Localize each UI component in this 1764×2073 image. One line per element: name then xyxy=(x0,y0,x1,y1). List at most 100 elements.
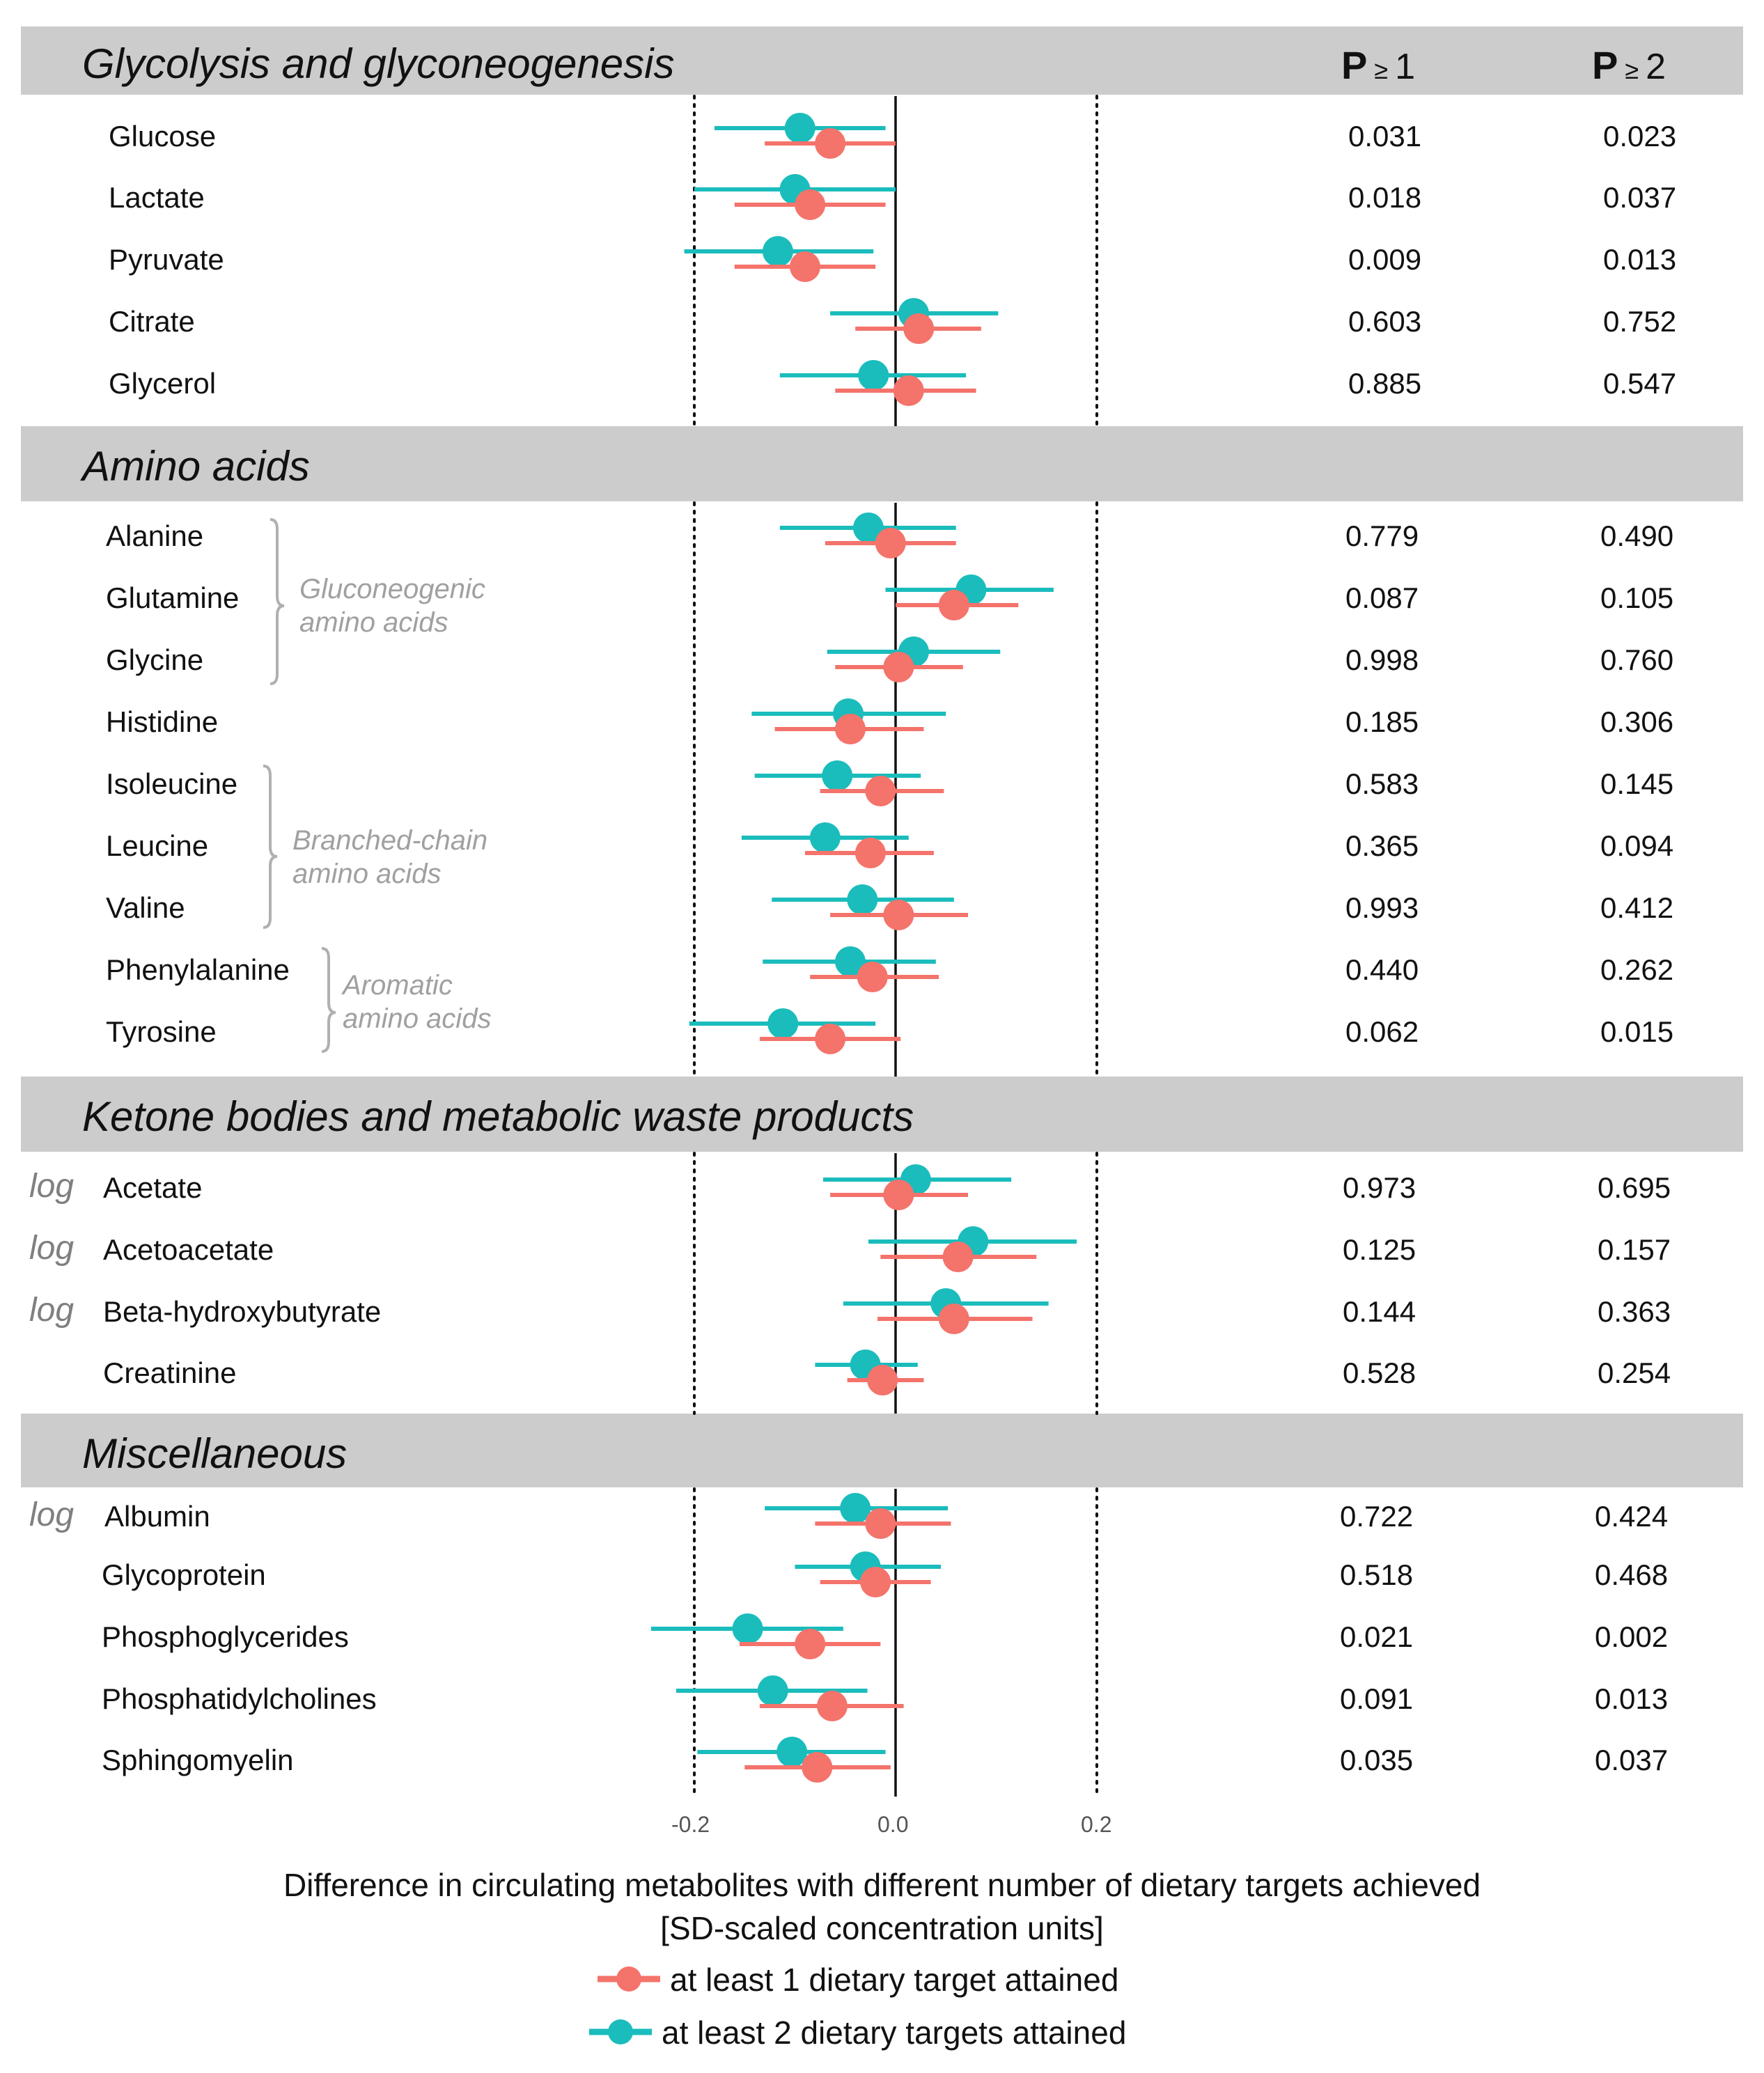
x-tick-label-pos: 0.2 xyxy=(1081,1812,1112,1837)
row-label: Acetate xyxy=(103,1171,203,1204)
point-estimate-s1 xyxy=(857,962,888,992)
point-estimate-s1 xyxy=(865,776,896,806)
x-axis-label-line1: Difference in circulating metabolites wi… xyxy=(283,1867,1481,1903)
group-note-branched-chain-line1: Branched-chain xyxy=(292,825,488,856)
section-title-ketone: Ketone bodies and metabolic waste produc… xyxy=(82,1093,914,1140)
column-header-p1-symbol: ≥ xyxy=(1374,56,1389,84)
point-estimate-s1 xyxy=(875,528,906,558)
group-brace-branched-chain xyxy=(263,765,278,929)
p-value-p2: 0.037 xyxy=(1603,181,1677,214)
p-value-p2: 0.023 xyxy=(1603,120,1677,152)
section-title-glycolysis: Glycolysis and glyconeogenesis xyxy=(82,40,675,87)
point-estimate-s1 xyxy=(795,1629,826,1659)
p-value-p1: 0.125 xyxy=(1343,1233,1416,1266)
point-estimate-s1 xyxy=(789,251,820,282)
point-estimate-s1 xyxy=(816,1691,848,1721)
point-estimate-s2 xyxy=(834,946,866,977)
p-value-p1: 0.185 xyxy=(1345,705,1419,738)
point-estimate-s1 xyxy=(865,1508,896,1539)
row-label: Albumin xyxy=(104,1500,210,1533)
p-value-p2: 0.002 xyxy=(1595,1620,1669,1653)
legend-label-s1: at least 1 dietary target attained xyxy=(670,1962,1119,1998)
p-value-p2: 0.254 xyxy=(1598,1356,1671,1389)
row-label: Sphingomyelin xyxy=(102,1744,294,1776)
point-estimate-s2 xyxy=(852,513,884,543)
p-value-p1: 0.603 xyxy=(1348,305,1422,338)
row-label: Phosphoglycerides xyxy=(102,1620,349,1653)
p-value-p2: 0.262 xyxy=(1600,953,1674,986)
group-note-gluconeogenic: Gluconeogenic amino acids xyxy=(299,572,485,639)
p-value-p2: 0.037 xyxy=(1595,1744,1669,1776)
row-label: Tyrosine xyxy=(106,1015,217,1048)
row-label: Phosphatidylcholines xyxy=(102,1682,377,1715)
legend-key-dot-s2 xyxy=(608,2019,633,2044)
p-value-p1: 0.440 xyxy=(1345,953,1419,986)
p-value-p2: 0.094 xyxy=(1600,829,1674,862)
p-value-p2: 0.490 xyxy=(1600,519,1674,552)
p-value-p1: 0.365 xyxy=(1345,829,1419,862)
point-estimate-s2 xyxy=(784,113,815,143)
group-note-aromatic-line1: Aromatic xyxy=(343,970,453,1001)
section-title-misc: Miscellaneous xyxy=(82,1430,348,1477)
section-band-amino-acids xyxy=(21,426,1743,501)
column-header-p1: P ≥1 xyxy=(1341,43,1416,87)
point-estimate-s1 xyxy=(834,714,866,744)
p-value-p1: 0.144 xyxy=(1343,1295,1416,1328)
p-value-p2: 0.363 xyxy=(1598,1295,1671,1328)
group-note-branched-chain-line2: amino acids xyxy=(292,859,442,889)
p-value-p2: 0.015 xyxy=(1600,1015,1674,1048)
p-value-p1: 0.722 xyxy=(1340,1500,1414,1533)
point-estimate-s1 xyxy=(883,652,914,682)
section-title-amino-acids: Amino acids xyxy=(82,443,310,490)
p-value-p2: 0.013 xyxy=(1595,1682,1669,1715)
p-value-p2: 0.105 xyxy=(1600,581,1674,614)
row-label: Glycerol xyxy=(109,367,217,400)
point-estimate-s1 xyxy=(938,1304,969,1334)
x-tick-label-zero: 0.0 xyxy=(877,1812,909,1837)
p-value-p2: 0.013 xyxy=(1603,243,1677,276)
legend-label-s2: at least 2 dietary targets attained xyxy=(662,2015,1127,2051)
point-estimate-s1 xyxy=(802,1752,833,1783)
x-axis-label-line2: [SD-scaled concentration units] xyxy=(660,1910,1104,1946)
p-value-p2: 0.424 xyxy=(1595,1500,1669,1533)
row-label: Glucose xyxy=(109,120,217,152)
point-estimate-s2 xyxy=(776,1737,808,1767)
p-value-p1: 0.021 xyxy=(1340,1620,1414,1653)
point-estimate-s1 xyxy=(854,838,886,868)
row-label: Glycoprotein xyxy=(102,1558,266,1591)
p-value-p2: 0.145 xyxy=(1600,767,1674,800)
p-value-p2: 0.752 xyxy=(1603,305,1677,338)
point-estimate-s2 xyxy=(732,1613,763,1644)
group-brace-aromatic xyxy=(321,947,336,1053)
point-estimate-s2 xyxy=(840,1493,871,1524)
p-value-p1: 0.518 xyxy=(1340,1558,1414,1591)
column-header-p1-letter: P xyxy=(1341,43,1368,87)
column-header-p2-value: 2 xyxy=(1646,47,1667,87)
row-label: Glutamine xyxy=(106,581,240,614)
group-note-gluconeogenic-line2: amino acids xyxy=(299,607,448,638)
p-value-p1: 0.018 xyxy=(1348,181,1422,214)
group-note-gluconeogenic-line1: Gluconeogenic xyxy=(299,574,485,604)
p-value-p1: 0.885 xyxy=(1348,367,1422,400)
column-header-p1-value: 1 xyxy=(1395,47,1416,87)
point-estimate-s1 xyxy=(815,128,846,159)
p-value-p1: 0.998 xyxy=(1345,643,1419,676)
row-label: Acetoacetate xyxy=(103,1233,274,1266)
point-estimate-s1 xyxy=(867,1365,898,1395)
p-value-p1: 0.583 xyxy=(1345,767,1419,800)
point-estimate-s1 xyxy=(815,1024,846,1054)
p-value-p1: 0.062 xyxy=(1345,1015,1419,1048)
log-scale-tag: log xyxy=(29,1292,75,1329)
point-estimate-s2 xyxy=(767,1008,799,1039)
point-estimate-s2 xyxy=(847,884,878,915)
p-value-p1: 0.031 xyxy=(1348,120,1422,152)
point-estimate-s2 xyxy=(809,822,841,853)
column-header-p2: P ≥2 xyxy=(1592,46,1667,87)
point-estimate-s2 xyxy=(822,760,853,791)
p-value-p1: 0.779 xyxy=(1345,519,1419,552)
point-estimate-s1 xyxy=(903,313,935,344)
point-estimate-s2 xyxy=(762,236,793,267)
row-label: Pyruvate xyxy=(109,243,224,276)
p-value-p1: 0.035 xyxy=(1340,1744,1414,1776)
log-scale-tag: log xyxy=(29,1496,75,1533)
